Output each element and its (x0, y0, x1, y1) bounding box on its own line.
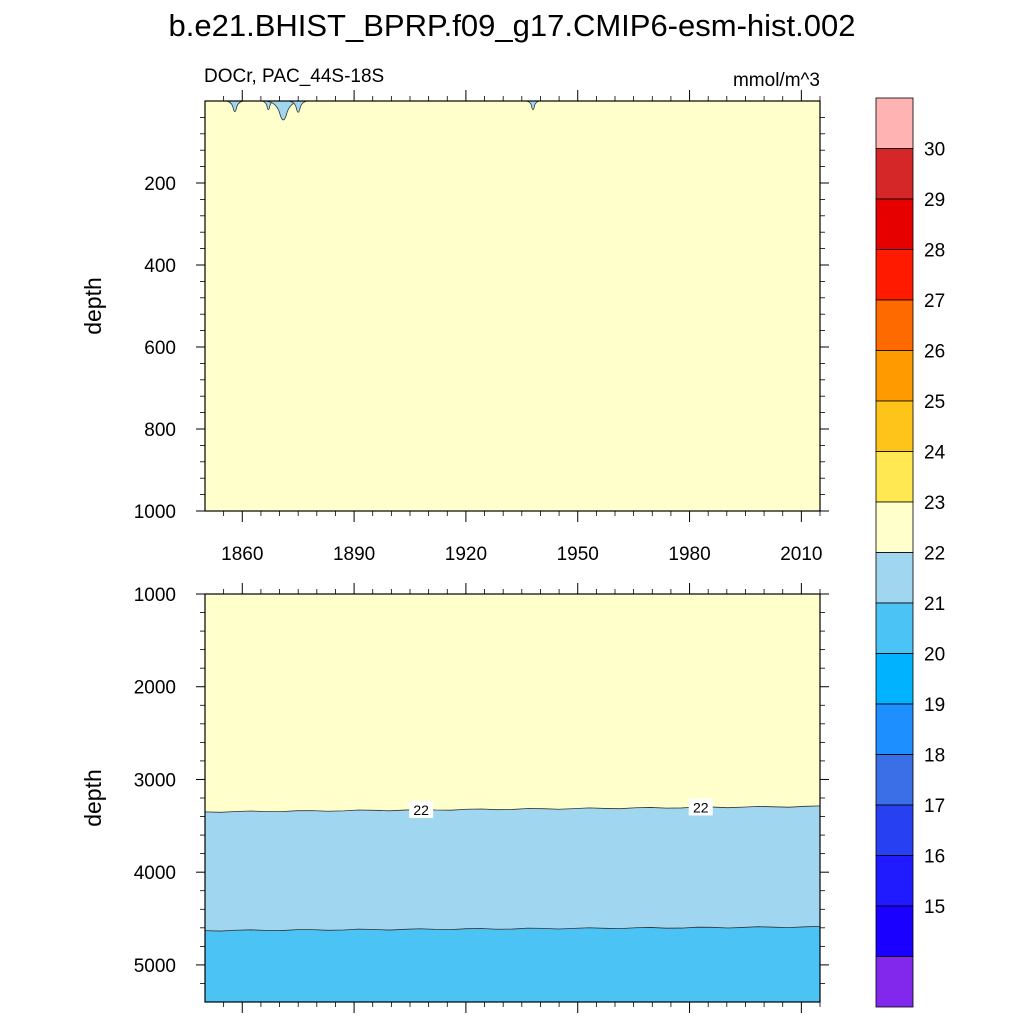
upper-ytick-label: 600 (144, 338, 176, 359)
lower-ylabel: depth (80, 769, 106, 827)
lower-panel: 22 22 1000 2000 3000 4000 5000 depth (80, 583, 829, 1013)
lower-ytick-label: 1000 (134, 585, 176, 606)
colorbar-swatch (875, 703, 914, 755)
colorbar-label: 28 (924, 241, 945, 262)
upper-ytick-label: 200 (144, 174, 176, 195)
colorbar-swatch (875, 552, 914, 604)
colorbar-swatch (875, 97, 914, 149)
subtitle-units: mmol/m^3 (733, 70, 820, 91)
upper-ytick-label: 1000 (134, 502, 176, 523)
upper-frame (204, 100, 821, 512)
colorbar-swatch (875, 653, 914, 705)
contour-line-21 (204, 925, 821, 932)
colorbar-swatch (875, 855, 914, 907)
colorbar-label: 20 (924, 645, 945, 666)
colorbar-label: 24 (924, 443, 946, 464)
colorbar-swatch (875, 956, 914, 1008)
colorbar-label: 21 (924, 594, 945, 615)
colorbar-swatch (875, 754, 914, 806)
colorbar-label: 17 (924, 796, 945, 817)
contour-line-22 (204, 805, 821, 813)
upper-dip-3 (287, 100, 309, 113)
x-tick-label: 2010 (780, 544, 822, 565)
x-tick-label: 1980 (668, 544, 710, 565)
colorbar-label: 16 (924, 847, 945, 868)
x-tick-label: 1890 (333, 544, 375, 565)
colorbar-label: 30 (924, 140, 945, 161)
colorbar-label: 25 (924, 392, 945, 413)
lower-ytick-label: 2000 (134, 678, 176, 699)
colorbar-label: 27 (924, 291, 945, 312)
contour-label-bg-0 (409, 800, 434, 818)
colorbar-swatch (875, 602, 914, 654)
lower-ytick-label: 4000 (134, 863, 176, 884)
colorbar-label: 18 (924, 746, 945, 767)
upper-ytick-label: 800 (144, 420, 176, 441)
colorbar-swatch (875, 299, 914, 351)
lower-band-22-23 (205, 594, 820, 813)
colorbar-swatch (875, 501, 914, 553)
colorbar-swatch (875, 198, 914, 250)
upper-ylabel: depth (80, 277, 106, 335)
colorbar-label: 26 (924, 342, 945, 363)
colorbar-label: 22 (924, 544, 945, 565)
subtitle-variable: DOCr, PAC_44S-18S (204, 66, 384, 87)
lower-ytick-label: 5000 (134, 956, 176, 977)
colorbar-swatch (875, 350, 914, 402)
lower-ytick-label: 3000 (134, 770, 176, 791)
colorbar-swatch (875, 249, 914, 301)
colorbar-swatch (875, 451, 914, 503)
upper-dip-0 (225, 100, 245, 113)
colorbar-label: 23 (924, 493, 945, 514)
colorbar-label: 19 (924, 695, 945, 716)
colorbar-label: 29 (924, 190, 945, 211)
upper-ytick-label: 400 (144, 256, 176, 277)
colorbar-swatch (875, 804, 914, 856)
figure-title: b.e21.BHIST_BPRP.f09_g17.CMIP6-esm-hist.… (169, 8, 856, 43)
colorbar-swatch (875, 148, 914, 200)
upper-fill-band (205, 101, 820, 511)
contour-label: 22 (693, 799, 709, 815)
x-tick-label: 1920 (445, 544, 487, 565)
x-tick-label: 1860 (221, 544, 263, 565)
upper-dip-4 (525, 100, 541, 111)
x-tick-label: 1950 (557, 544, 599, 565)
colorbar: 30 29 28 27 26 25 24 23 22 21 20 19 18 17 16 15 (875, 97, 946, 1008)
contour-label-bg-1 (688, 798, 713, 816)
colorbar-label: 15 (924, 897, 945, 918)
contour-label: 22 (413, 802, 429, 818)
colorbar-swatch (875, 400, 914, 452)
upper-panel: 200 400 600 800 1000 depth 1860 1890 1920 1950 198… (80, 90, 829, 565)
colorbar-swatch (875, 905, 914, 957)
